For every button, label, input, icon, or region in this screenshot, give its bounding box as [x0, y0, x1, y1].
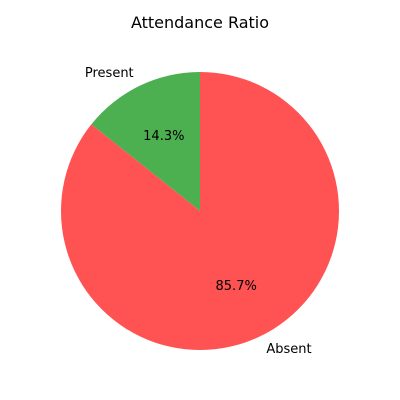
pie-labels: Present 14.3% Absent 85.7%: [85, 66, 312, 357]
pie-slice-present: [91, 72, 200, 211]
pie-slice-absent: [61, 72, 340, 351]
slice-label-present: Present: [85, 66, 134, 81]
slice-label-absent: Absent: [266, 342, 311, 357]
pie-slices: [61, 72, 340, 351]
slice-percent-absent: 85.7%: [216, 279, 257, 294]
chart-title: Attendance Ratio: [131, 13, 269, 32]
slice-percent-present: 14.3%: [143, 129, 184, 144]
